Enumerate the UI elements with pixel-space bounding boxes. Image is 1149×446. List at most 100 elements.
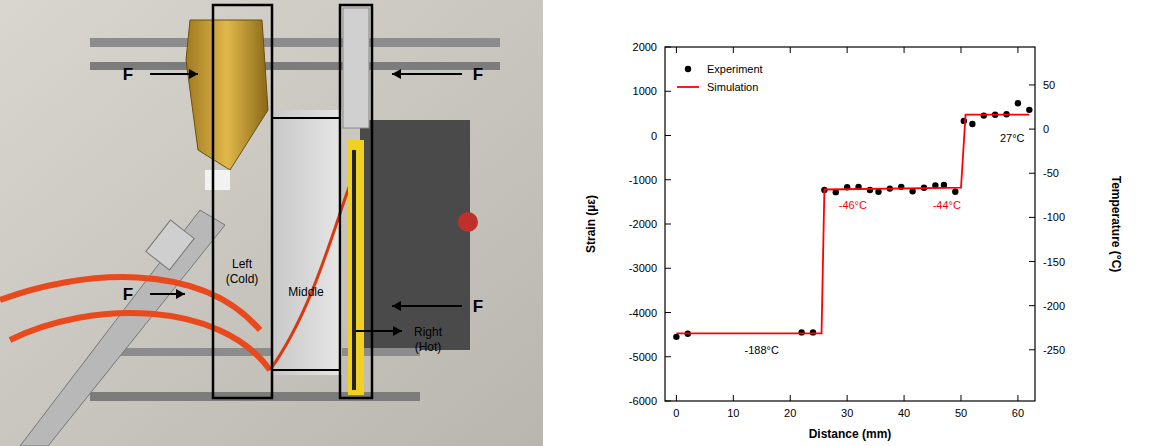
y2-tick-label: -250 xyxy=(1043,344,1065,356)
region-label-line: (Hot) xyxy=(415,340,442,354)
experiment-point xyxy=(1026,107,1032,113)
rod xyxy=(120,348,420,356)
rod xyxy=(90,62,500,70)
data-layer xyxy=(673,100,1032,340)
right-bar xyxy=(343,8,369,128)
x-tick-label: 50 xyxy=(955,407,967,419)
y-tick xyxy=(665,401,671,402)
figure: F F F F Left(Cold) Middle Right(Hot) 0 10 20 30 40 5… xyxy=(0,0,1149,446)
temperature-annotation: -46°C xyxy=(839,199,867,211)
x-axis-title: Distance (mm) xyxy=(809,427,892,441)
x-tick-label: 10 xyxy=(727,407,739,419)
rod xyxy=(90,392,420,401)
region-label-line: Right xyxy=(414,325,443,339)
y-tick-label: 0 xyxy=(651,130,657,142)
force-label: F xyxy=(473,297,483,316)
experiment-point xyxy=(969,121,975,127)
y-tick xyxy=(665,179,671,180)
yellow-cable xyxy=(348,140,364,395)
red-cable xyxy=(10,313,270,370)
y2-tick-label: 0 xyxy=(1043,123,1049,135)
x-tick-top xyxy=(847,47,848,53)
black-cable xyxy=(352,150,356,390)
x-tick-top xyxy=(904,47,905,53)
y-tick-label: -4000 xyxy=(629,307,657,319)
y-tick xyxy=(665,268,671,269)
chart: 0 10 20 30 40 50 60 -6000 -50 0 0 -4000 -3000 -2000 -1… xyxy=(584,41,1123,441)
x-tick xyxy=(676,395,677,401)
force-arrow xyxy=(392,305,462,307)
force-label: F xyxy=(123,285,133,304)
x-tick-label: 60 xyxy=(1012,407,1024,419)
y-tick-label: 2000 xyxy=(633,41,657,53)
y-tick-label: -6000 xyxy=(629,395,657,407)
x-tick xyxy=(847,395,848,401)
simulation-line xyxy=(676,115,1029,334)
region-label-line: Middle xyxy=(288,285,324,299)
x-tick-top xyxy=(1017,47,1018,53)
brass-fitting xyxy=(186,20,268,170)
y-tick xyxy=(665,312,671,313)
right-box xyxy=(340,5,372,398)
x-tick xyxy=(961,395,962,401)
dark-device xyxy=(360,120,470,350)
y2-tick-label: -200 xyxy=(1043,300,1065,312)
legend-label: Experiment xyxy=(707,63,763,75)
y-tick-label: 1000 xyxy=(633,85,657,97)
region-label-line: Left xyxy=(232,257,253,271)
x-tick-label: 0 xyxy=(673,407,679,419)
rod xyxy=(90,38,500,47)
y2-tick xyxy=(1029,173,1035,174)
force-label: F xyxy=(473,65,483,84)
y-tick-label: -3000 xyxy=(629,262,657,274)
experiment-point xyxy=(673,334,679,340)
photo: F F F F Left(Cold) Middle Right(Hot) xyxy=(0,0,543,446)
y2-tick xyxy=(1029,261,1035,262)
x-tick xyxy=(904,395,905,401)
legend-marker xyxy=(685,66,691,72)
region-label: Right(Hot) xyxy=(414,325,443,354)
y2-tick xyxy=(1029,84,1035,85)
y-tick-label: -1000 xyxy=(629,174,657,186)
temperature-annotation: -44°C xyxy=(933,199,961,211)
arrow-head xyxy=(393,326,402,336)
x-tick-label: 20 xyxy=(784,407,796,419)
x-tick-label: 30 xyxy=(841,407,853,419)
y2-tick-label: -150 xyxy=(1043,256,1065,268)
y-axis-title: Strain (µε) xyxy=(584,195,598,253)
x-tick-top xyxy=(790,47,791,53)
x-tick xyxy=(733,395,734,401)
x-tick-label: 40 xyxy=(898,407,910,419)
y2-tick xyxy=(1029,217,1035,218)
arrow-head xyxy=(189,69,198,79)
temperature-annotation: -188°C xyxy=(745,344,779,356)
y-tick-label: -2000 xyxy=(629,218,657,230)
middle-box xyxy=(272,118,340,370)
ptfe-ring xyxy=(205,170,230,190)
photo-background xyxy=(0,0,543,446)
experiment-point xyxy=(1015,100,1021,106)
red-wire xyxy=(270,160,360,370)
y2-tick xyxy=(1029,349,1035,350)
arrow-head xyxy=(392,69,401,79)
y2-axis-title: Temperature (°C) xyxy=(1109,176,1123,273)
experiment-point xyxy=(867,187,873,193)
pipe xyxy=(20,210,225,446)
region-label-line: (Cold) xyxy=(226,272,259,286)
x-tick xyxy=(790,395,791,401)
arrow-head xyxy=(176,289,185,299)
y-tick xyxy=(665,135,671,136)
force-label: F xyxy=(123,65,133,84)
y2-tick-label: -100 xyxy=(1043,211,1065,223)
y2-tick-label: -50 xyxy=(1043,167,1059,179)
legend-label: Simulation xyxy=(707,81,758,93)
pipe-nut xyxy=(146,220,194,270)
plot-frame xyxy=(665,47,1035,401)
temperature-annotation: 27°C xyxy=(1000,132,1025,144)
arrow-head xyxy=(392,301,401,311)
y-tick xyxy=(665,356,671,357)
legend-line xyxy=(677,86,699,88)
region-label: Left(Cold) xyxy=(226,257,259,286)
y2-tick xyxy=(1029,305,1035,306)
y2-tick-label: 50 xyxy=(1043,79,1055,91)
